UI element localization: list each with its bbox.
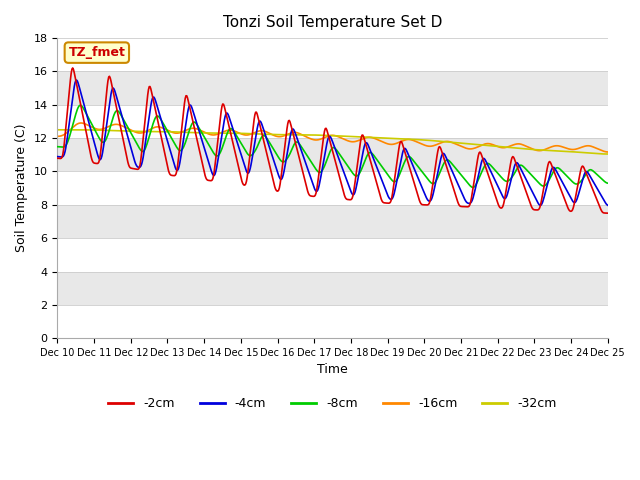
Legend: -2cm, -4cm, -8cm, -16cm, -32cm: -2cm, -4cm, -8cm, -16cm, -32cm: [103, 393, 562, 416]
Bar: [58, 272, 608, 305]
Bar: [58, 72, 608, 105]
Bar: [58, 138, 608, 171]
Title: Tonzi Soil Temperature Set D: Tonzi Soil Temperature Set D: [223, 15, 442, 30]
Bar: [58, 38, 608, 72]
Bar: [58, 105, 608, 138]
Bar: [58, 205, 608, 238]
Text: TZ_fmet: TZ_fmet: [68, 46, 125, 59]
X-axis label: Time: Time: [317, 363, 348, 376]
Bar: [58, 305, 608, 338]
Bar: [58, 171, 608, 205]
Y-axis label: Soil Temperature (C): Soil Temperature (C): [15, 124, 28, 252]
Bar: [58, 238, 608, 272]
